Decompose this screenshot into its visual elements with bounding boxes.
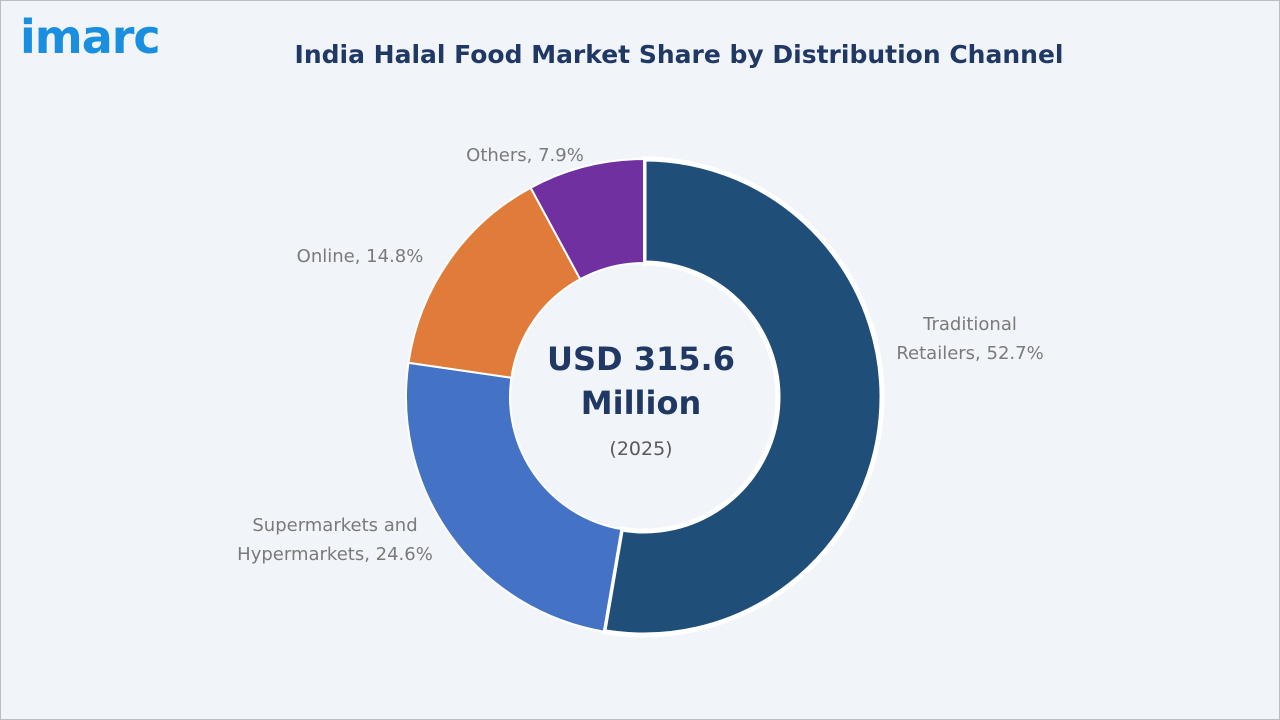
slice-online <box>407 186 582 379</box>
center-value-line1: USD 315.6 <box>547 340 735 378</box>
donut-slices <box>405 156 885 638</box>
slice-others <box>529 157 645 281</box>
imarc-logo: imarc <box>20 10 161 64</box>
label-others: Others, 7.9% <box>466 145 584 166</box>
slice-traditional-retailers <box>600 156 885 638</box>
chart-title: India Halal Food Market Share by Distrib… <box>294 40 1064 69</box>
center-value-line2: Million <box>581 384 701 422</box>
slice-supermarkets-and-hypermarkets <box>405 361 623 633</box>
label-supermarkets-and-hypermarkets: Supermarkets and Hypermarkets, 24.6% <box>237 515 433 565</box>
label-online: Online, 14.8% <box>297 246 424 267</box>
slice-labels: Traditional Retailers, 52.7% Supermarkets … <box>237 145 1044 565</box>
label-traditional-retailers: Traditional Retailers, 52.7% <box>896 314 1043 364</box>
center-year: (2025) <box>609 438 672 460</box>
